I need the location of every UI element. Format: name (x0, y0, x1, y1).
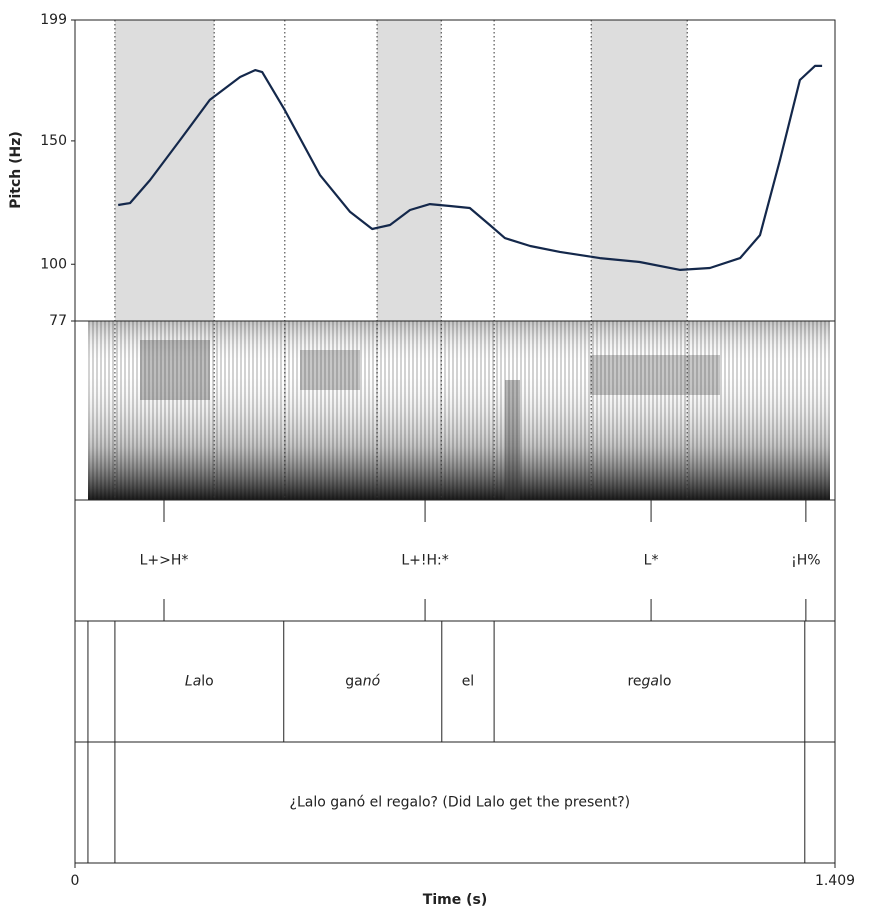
word-part: lo (659, 674, 671, 690)
tone-label: L* (644, 553, 659, 569)
shaded-interval (114, 20, 215, 321)
y-tick-label: 199 (40, 12, 67, 28)
y-tick-label: 77 (49, 313, 67, 329)
shaded-interval (377, 20, 442, 321)
word-label: ganó (345, 674, 380, 690)
y-tick-label: 150 (40, 133, 67, 149)
x-tick-label: 0 (71, 873, 80, 889)
word-label: el (462, 674, 475, 690)
panel-frame (74, 499, 836, 622)
tone-label: L+>H* (140, 553, 189, 569)
x-axis-label: Time (s) (423, 892, 487, 908)
y-tick-label: 100 (40, 256, 67, 272)
spectrogram (88, 321, 830, 500)
pitch-line (118, 64, 823, 271)
y-axis-label: Pitch (Hz) (8, 131, 24, 209)
tone-label: ¡H% (791, 553, 820, 569)
x-tick-label: 1.409 (815, 873, 855, 889)
word-part: el (462, 674, 475, 690)
word-label: Lalo (185, 674, 214, 690)
tone-label: L+!H:* (401, 553, 448, 569)
word-part: ga (642, 674, 659, 690)
panel-frame (74, 741, 836, 864)
word-part: nó (363, 674, 381, 690)
word-part: re (627, 674, 641, 690)
word-part: ga (345, 674, 362, 690)
word-part: La (185, 674, 201, 690)
word-part: lo (201, 674, 213, 690)
shaded-interval (591, 20, 688, 321)
sentence-label: ¿Lalo ganó el regalo? (Did Lalo get the … (290, 795, 631, 811)
word-label: regalo (627, 674, 671, 690)
